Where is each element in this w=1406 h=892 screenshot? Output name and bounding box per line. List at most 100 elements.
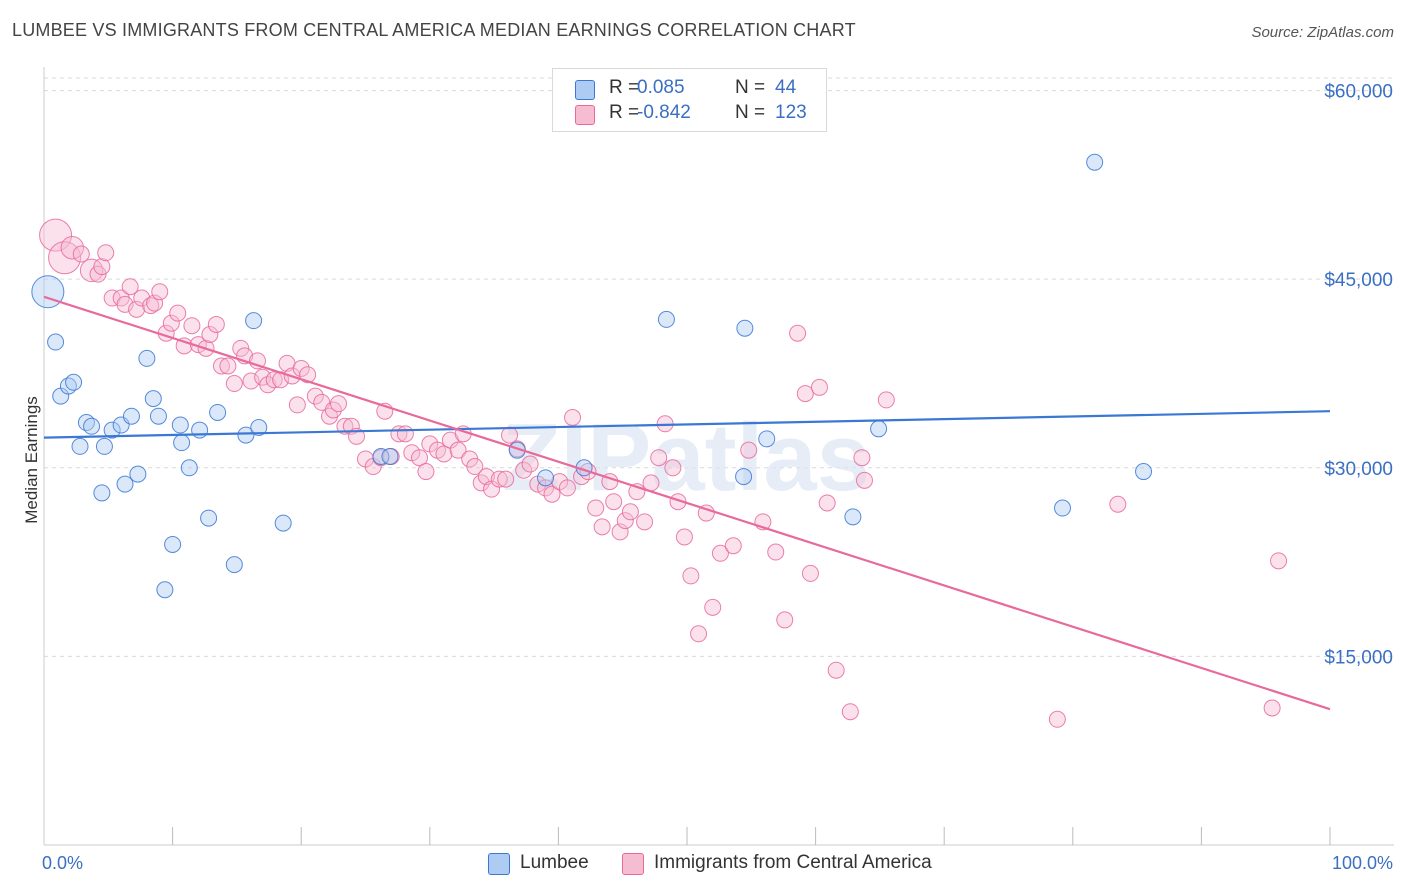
lumbee-point <box>122 407 140 425</box>
immigrants-point <box>497 470 515 488</box>
y-tick-label: $45,000 <box>1324 270 1393 291</box>
lumbee-point <box>736 319 754 337</box>
immigrants-point <box>682 567 700 585</box>
r-value: 0.085 <box>637 77 685 98</box>
immigrants-point <box>642 474 660 492</box>
immigrants-point <box>611 523 629 541</box>
immigrants-point <box>449 441 467 459</box>
immigrants-trend-line <box>43 295 1331 711</box>
lumbee-point <box>171 416 189 434</box>
r-label: R = <box>609 77 640 98</box>
immigrants-point <box>724 537 742 555</box>
series-immigrants-points <box>39 218 1288 728</box>
lumbee-point <box>149 407 167 425</box>
immigrants-point <box>329 395 347 413</box>
lumbee-point <box>381 447 399 465</box>
immigrants-point <box>128 300 146 318</box>
y-tick-label: $30,000 <box>1324 459 1393 480</box>
immigrants-point <box>697 504 715 522</box>
n-label: N = <box>735 102 766 123</box>
lumbee-point <box>1054 499 1072 517</box>
immigrants-point <box>306 387 324 405</box>
lumbee-point <box>65 373 83 391</box>
lumbee-point <box>844 508 862 526</box>
immigrants-point <box>1109 495 1127 513</box>
immigrants-point <box>690 625 708 643</box>
immigrants-point <box>796 385 814 403</box>
lumbee-point <box>180 459 198 477</box>
stats-legend: R = 0.085 N = 44 R = -0.842 N = 123 <box>552 68 827 132</box>
lumbee-point <box>83 417 101 435</box>
lumbee-point <box>237 426 255 444</box>
immigrants-point <box>650 449 668 467</box>
immigrants-point <box>60 236 84 260</box>
trend-lines <box>43 295 1331 711</box>
lumbee-point <box>191 421 209 439</box>
immigrants-point <box>818 494 836 512</box>
immigrants-point <box>801 564 819 582</box>
immigrants-point <box>265 371 283 389</box>
lumbee-point <box>225 556 243 574</box>
lumbee-point <box>173 434 191 452</box>
lumbee-swatch <box>575 80 595 100</box>
lumbee-legend-swatch <box>488 853 510 875</box>
lumbee-point <box>657 310 675 328</box>
lumbee-point <box>129 465 147 483</box>
immigrants-point <box>558 479 576 497</box>
immigrants-point <box>564 408 582 426</box>
series-lumbee-points <box>31 153 1153 599</box>
lumbee-legend-label: Lumbee <box>520 852 589 873</box>
lumbee-point <box>138 349 156 367</box>
immigrants-point <box>704 598 722 616</box>
immigrants-legend-swatch <box>622 853 644 875</box>
immigrants-point <box>435 445 453 463</box>
lumbee-point <box>156 581 174 599</box>
immigrants-point <box>767 543 785 561</box>
lumbee-point <box>144 390 162 408</box>
immigrants-point <box>521 455 539 473</box>
immigrants-point <box>207 315 225 333</box>
y-tick-label: $15,000 <box>1324 647 1393 668</box>
lumbee-point <box>93 484 111 502</box>
immigrants-point <box>616 512 634 530</box>
immigrants-point <box>543 485 561 503</box>
immigrants-point <box>288 396 306 414</box>
immigrants-point <box>537 479 555 497</box>
immigrants-point <box>175 337 193 355</box>
immigrants-point <box>776 611 794 629</box>
immigrants-point <box>490 470 508 488</box>
immigrants-point <box>1263 699 1281 717</box>
immigrants-point <box>39 218 73 252</box>
lumbee-point <box>245 312 263 330</box>
lumbee-point <box>209 403 227 421</box>
r-label: R = <box>609 102 640 123</box>
lumbee-point <box>31 275 65 309</box>
immigrants-point <box>411 449 429 467</box>
immigrants-point <box>675 528 693 546</box>
immigrants-point <box>621 503 639 521</box>
lumbee-point <box>200 509 218 527</box>
immigrants-point <box>169 304 187 322</box>
immigrants-point <box>97 244 115 262</box>
immigrants-point <box>72 245 90 263</box>
n-label: N = <box>735 77 766 98</box>
immigrants-point <box>605 493 623 511</box>
immigrants-point <box>841 703 859 721</box>
immigrants-point <box>855 471 873 489</box>
immigrants-point <box>877 391 895 409</box>
immigrants-point <box>212 357 230 375</box>
immigrants-point <box>183 317 201 335</box>
lumbee-point <box>1135 463 1153 481</box>
lumbee-point <box>537 469 555 487</box>
immigrants-point <box>48 241 82 275</box>
y-tick-labels: $15,000 $30,000 $45,000 $60,000 <box>1324 82 1393 669</box>
x-tick-label: 0.0% <box>42 853 83 873</box>
lumbee-point <box>116 475 134 493</box>
lumbee-point <box>735 468 753 486</box>
n-value: 44 <box>775 77 797 98</box>
immigrants-point <box>853 449 871 467</box>
lumbee-point <box>103 421 121 439</box>
immigrants-swatch <box>575 105 595 125</box>
lumbee-point <box>1086 153 1104 171</box>
